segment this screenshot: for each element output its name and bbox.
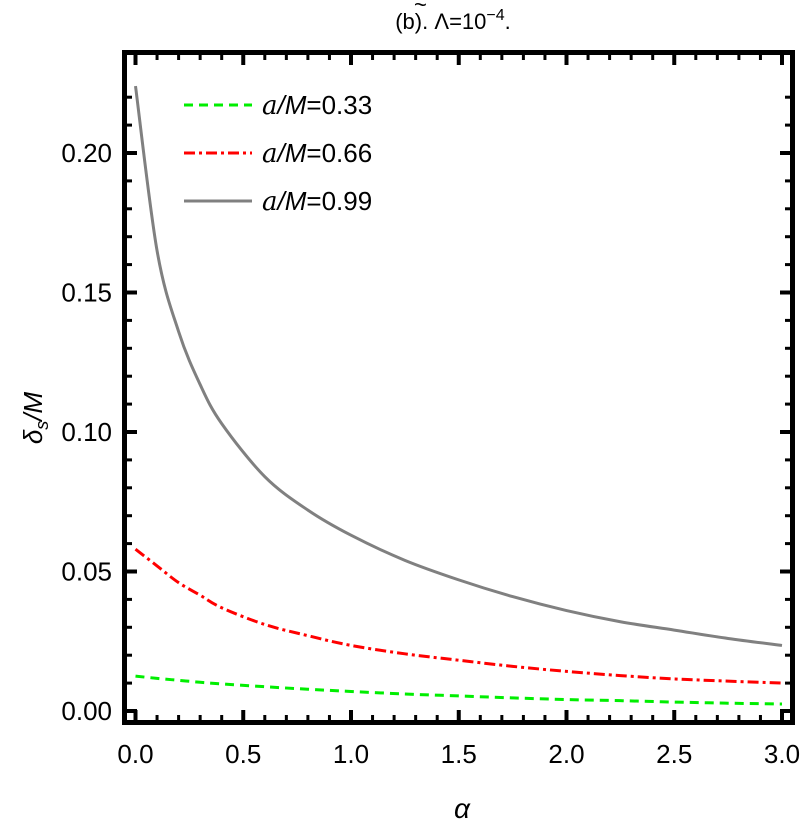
x-tick-label: 1.5 (441, 739, 477, 769)
legend-label: a/M=0.66 (262, 138, 372, 169)
chart-title: (b). Λ=10−4. (395, 7, 511, 34)
axis-ticks (125, 53, 792, 722)
legend-item-a066: a/M=0.66 (184, 138, 372, 169)
y-tick-label: 0.00 (61, 696, 112, 726)
y-tick-label: 0.20 (61, 138, 112, 168)
legend: a/M=0.33 a/M=0.66 a/M=0.99 (184, 90, 372, 217)
x-tick-label: 0.0 (117, 739, 153, 769)
x-tick-label: 0.5 (225, 739, 261, 769)
y-tick-label: 0.10 (61, 417, 112, 447)
y-tick-labels: 0.00 0.05 0.10 0.15 0.20 (61, 138, 112, 726)
legend-label: a/M=0.99 (262, 186, 372, 217)
x-tick-label: 1.0 (333, 739, 369, 769)
x-tick-labels: 0.0 0.5 1.0 1.5 2.0 2.5 3.0 (117, 739, 800, 769)
title-tilde: ~ (414, 0, 427, 17)
x-tick-label: 2.0 (548, 739, 584, 769)
legend-label: a/M=0.33 (262, 90, 372, 121)
legend-item-a099: a/M=0.99 (184, 186, 372, 217)
series-line-solid (134, 85, 783, 647)
plot-frame (122, 50, 795, 725)
y-tick-label: 0.15 (61, 278, 112, 308)
legend-item-a033: a/M=0.33 (184, 90, 372, 121)
plot-curves (134, 85, 783, 706)
series-line-dash-dot (134, 547, 783, 685)
y-axis-label: δs/M (18, 391, 52, 444)
y-tick-label: 0.05 (61, 557, 112, 587)
series-line-dashed (135, 674, 783, 706)
x-tick-label: 2.5 (656, 739, 692, 769)
x-tick-label: 3.0 (764, 739, 800, 769)
x-axis-label: α (454, 793, 471, 824)
